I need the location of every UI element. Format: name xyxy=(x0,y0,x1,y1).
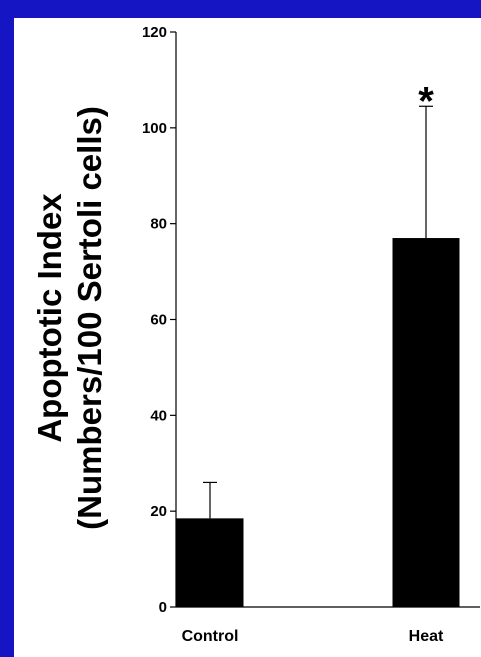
annotations: * xyxy=(418,79,434,123)
significance-asterisk: * xyxy=(418,79,434,123)
y-tick-label: 100 xyxy=(142,120,167,137)
y-axis-label-line1: Apoptotic Index xyxy=(31,193,68,443)
y-axis-label: Apoptotic Index (Numbers/100 Sertoli cel… xyxy=(31,106,108,530)
y-ticks: 0 20 40 60 80 100 120 xyxy=(142,24,176,616)
y-axis-label-line2: (Numbers/100 Sertoli cells) xyxy=(71,106,108,530)
y-tick-label: 40 xyxy=(150,407,167,424)
error-bars xyxy=(203,105,433,519)
y-tick-label: 60 xyxy=(150,312,167,329)
category-label-control: Control xyxy=(182,628,239,645)
y-tick-label: 120 xyxy=(142,24,167,41)
y-tick-label: 80 xyxy=(150,216,167,233)
bars xyxy=(176,238,460,607)
category-labels: Control Heat xyxy=(182,628,444,645)
bar-heat xyxy=(392,238,460,607)
bar-control xyxy=(176,518,244,607)
y-tick-label: 20 xyxy=(150,503,167,520)
y-tick-label: 0 xyxy=(159,599,167,616)
category-label-heat: Heat xyxy=(409,628,444,645)
